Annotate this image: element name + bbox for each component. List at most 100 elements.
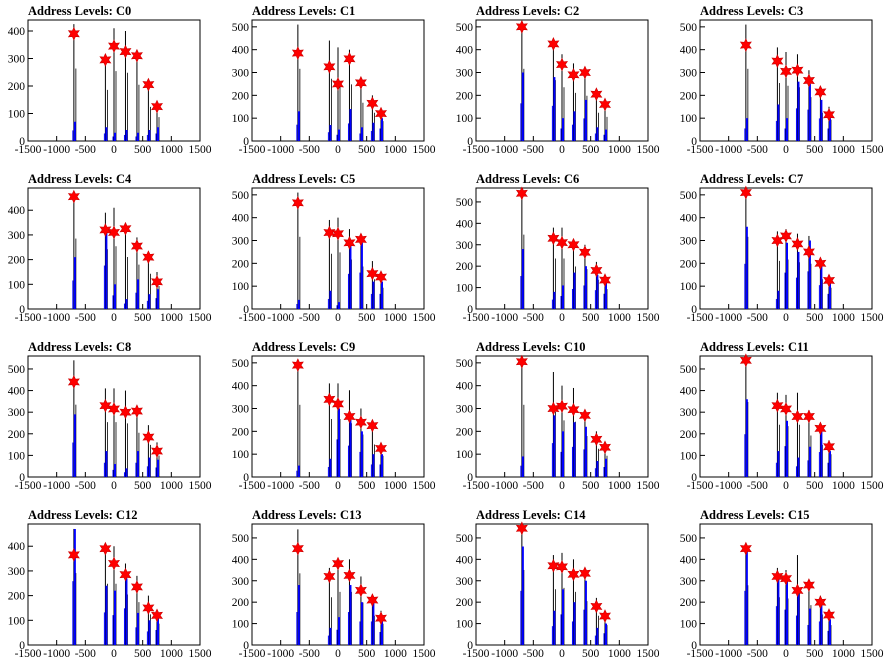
peak-marker	[590, 599, 603, 614]
y-tick-label: 0	[691, 472, 697, 484]
x-tick-label: 1000	[832, 144, 855, 156]
x-tick-label: 1000	[160, 312, 183, 324]
peak-marker	[791, 63, 804, 78]
chart-panel: Address Levels: C8 0 100 200 300 400 500 -1500-…	[0, 336, 224, 504]
x-tick-label: 0	[335, 144, 341, 156]
chart-svg: Address Levels: C30100200300400500-1500-…	[680, 4, 884, 156]
y-tick-label: 400	[232, 381, 250, 393]
peak-marker	[354, 232, 367, 247]
x-tick-label: -500	[523, 144, 544, 156]
x-tick-label: -500	[747, 144, 768, 156]
chart-panel: Address Levels: C5 0 100 200 300 400 500 -1500-…	[224, 168, 448, 336]
x-tick-label: 500	[134, 312, 152, 324]
peak-marker	[142, 77, 155, 92]
chart-svg: Address Levels: C12 0 100 200 300 400 -1500 -10…	[8, 508, 212, 660]
y-tick-label: 500	[680, 533, 698, 545]
x-tick-label: 1500	[413, 144, 436, 156]
peak-marker	[142, 430, 155, 444]
peak-marker	[323, 569, 336, 584]
x-tick-label: 1500	[861, 312, 884, 324]
y-tick-label: 0	[243, 640, 249, 652]
peak-marker	[515, 354, 528, 369]
y-tick-label: 500	[680, 22, 698, 34]
x-tick-label: 500	[806, 480, 824, 492]
y-tick-label: 300	[232, 236, 250, 248]
chart-svg: Address Levels: C80100200300400500-1500-…	[8, 340, 212, 492]
x-tick-label: -500	[299, 480, 320, 492]
chart-panel: Address Levels: C10 0 100 200 300 400 500 -1500…	[448, 336, 672, 504]
y-tick-label: 0	[467, 472, 473, 484]
x-tick-label: 1000	[832, 312, 855, 324]
chart-svg: Address Levels: C11 0 100 200 300 400 500 -1500…	[680, 340, 884, 492]
peak-marker	[739, 541, 752, 556]
peak-marker	[108, 402, 120, 416]
y-tick-label: 200	[8, 81, 26, 93]
x-tick-label: 1000	[832, 648, 855, 660]
peak-marker	[291, 46, 304, 61]
peak-marker	[599, 273, 611, 287]
x-tick-label: 1500	[861, 648, 884, 660]
peak-marker	[67, 189, 80, 204]
peak-marker	[547, 558, 560, 573]
x-tick-label: -1000	[43, 648, 70, 660]
y-tick-label: 300	[232, 68, 250, 80]
y-tick-label: 200	[232, 597, 250, 609]
peak-marker	[375, 441, 387, 456]
y-tick-label: 300	[680, 407, 698, 419]
y-tick-label: 100	[8, 615, 26, 627]
y-tick-label: 100	[8, 109, 26, 121]
peak-marker	[323, 225, 336, 240]
peak-marker	[375, 611, 387, 626]
x-tick-label: 1500	[413, 480, 436, 492]
x-tick-label: 1500	[189, 480, 212, 492]
peak-marker	[151, 99, 163, 114]
peak-marker	[332, 77, 344, 91]
x-tick-label: -500	[747, 648, 768, 660]
chart-panel: Address Levels: C14 0 100 200 300 400 500 -1500…	[448, 504, 672, 672]
x-tick-label: 1500	[861, 144, 884, 156]
peak-marker	[814, 256, 827, 271]
peak-marker	[791, 583, 804, 598]
y-tick-label: 400	[680, 554, 698, 566]
peak-marker	[599, 609, 611, 623]
x-tick-label: 0	[783, 480, 789, 492]
y-tick-label: 500	[680, 364, 698, 376]
chart-svg: Address Levels: C13 0 100 200 300 400 500 -1500…	[232, 508, 436, 660]
x-tick-label: 500	[806, 648, 824, 660]
peak-marker	[332, 226, 344, 241]
chart-svg: Address Levels: C10100200300400500-1500-…	[232, 4, 436, 156]
peak-marker	[291, 195, 304, 210]
chart-title: Address Levels: C14	[476, 508, 586, 522]
x-tick-label: 0	[783, 648, 789, 660]
peak-marker	[291, 541, 304, 556]
peak-marker	[823, 273, 835, 288]
y-tick-label: 200	[680, 258, 698, 270]
y-tick-label: 400	[680, 45, 698, 57]
x-tick-label: -1500	[463, 480, 490, 492]
peak-marker	[99, 223, 112, 237]
x-tick-label: 1000	[160, 480, 183, 492]
x-tick-label: -500	[523, 312, 544, 324]
peak-marker	[343, 568, 356, 583]
peak-marker	[130, 48, 143, 63]
peak-marker	[130, 404, 143, 419]
chart-panel: Address Levels: C4 0 100 200 300 400 -1500 -100…	[0, 168, 224, 336]
x-tick-label: 0	[111, 312, 117, 324]
x-tick-label: -1500	[239, 648, 266, 660]
y-tick-label: 200	[232, 426, 250, 438]
peak-marker	[119, 567, 132, 582]
peak-marker	[354, 75, 367, 90]
peak-marker	[366, 418, 379, 433]
peak-marker	[119, 405, 132, 420]
y-tick-label: 300	[8, 230, 26, 242]
x-tick-label: -1000	[43, 312, 70, 324]
x-tick-label: 500	[358, 144, 376, 156]
peak-marker	[599, 97, 611, 112]
chart-title: Address Levels: C12	[28, 508, 138, 522]
y-tick-label: 100	[232, 281, 250, 293]
x-tick-label: -500	[299, 312, 320, 324]
peak-marker	[515, 19, 528, 34]
chart-panel: Address Levels: C3 0 100 200 300 400 500 -1500-…	[672, 0, 896, 168]
peak-marker	[291, 358, 304, 373]
chart-svg: Address Levels: C70100200300400500-1500-…	[680, 172, 884, 324]
